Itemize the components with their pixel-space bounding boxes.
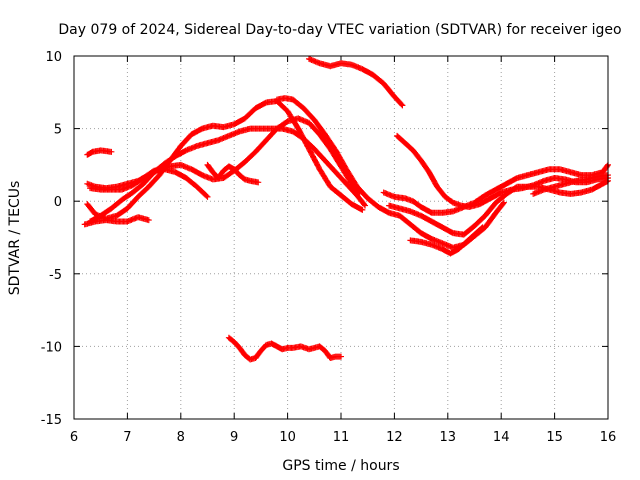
series-markers-s12 (407, 224, 486, 257)
y-tick-label: -10 (41, 340, 62, 355)
x-tick-label: 12 (386, 430, 403, 445)
x-axis-label: GPS time / hours (282, 458, 399, 474)
series-s15 (225, 334, 344, 363)
x-tick-label: 6 (70, 430, 78, 445)
series-s1 (84, 147, 115, 158)
series-s13 (386, 177, 611, 238)
series-markers-s13 (386, 177, 611, 238)
series-markers-s15 (225, 334, 344, 363)
x-tick-label: 15 (546, 430, 563, 445)
x-tick-label: 16 (600, 430, 617, 445)
y-tick-label: 10 (45, 50, 62, 65)
axis-ticks: 6 7 8 9 10 11 12 13 14 15 16 10 5 0 -5 -10 -15 (41, 50, 617, 445)
series-s8 (306, 55, 406, 109)
data-points (81, 55, 611, 363)
series-markers-s6 (87, 125, 369, 225)
x-tick-label: 13 (440, 430, 457, 445)
y-axis-label: SDTVAR / TECUs (7, 181, 23, 296)
y-tick-label: -5 (49, 268, 62, 283)
y-tick-label: 0 (54, 195, 62, 210)
series-s11 (380, 161, 611, 216)
plot-border (73, 55, 609, 420)
x-tick-label: 9 (230, 430, 238, 445)
series-markers-s11 (380, 161, 611, 216)
series-markers-s14 (530, 172, 611, 197)
x-tick-label: 7 (123, 430, 131, 445)
x-tick-label: 8 (177, 430, 185, 445)
series-markers-s7 (204, 161, 262, 186)
grid (74, 56, 608, 419)
y-tick-label: 5 (54, 123, 62, 138)
series-markers-s3 (84, 98, 366, 222)
series-s3 (84, 98, 366, 222)
x-tick-label: 14 (493, 430, 510, 445)
series-s14 (530, 172, 611, 197)
chart-title: Day 079 of 2024, Sidereal Day-to-day VTE… (58, 22, 621, 38)
series-markers-s1 (84, 147, 115, 158)
series-markers-s8 (306, 55, 406, 109)
y-tick-label: -15 (41, 413, 62, 428)
series-s12 (407, 224, 486, 257)
x-tick-label: 11 (333, 430, 350, 445)
series-s7 (204, 161, 262, 186)
x-tick-label: 10 (279, 430, 296, 445)
series-s6 (87, 125, 369, 225)
